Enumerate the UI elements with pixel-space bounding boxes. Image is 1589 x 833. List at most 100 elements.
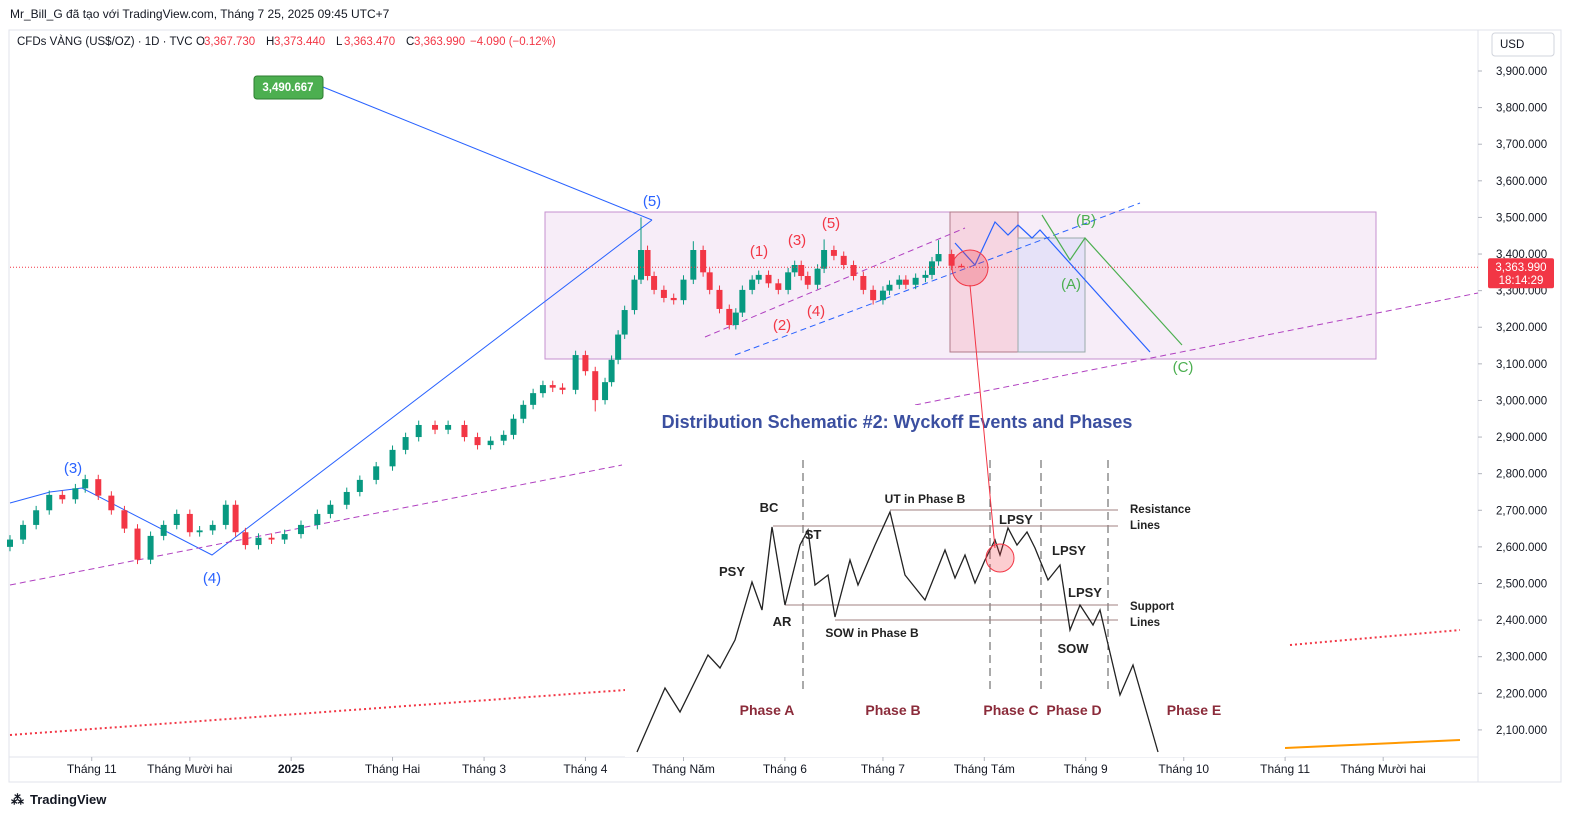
note-connector [322,86,653,221]
zone-box [1017,237,1086,353]
event-label: SOW in Phase B [825,626,919,640]
ohlc-key: L [336,36,343,48]
currency[interactable]: USD [1500,39,1524,51]
y-tick-label: 3,400.000 [1496,249,1547,261]
candle-body [631,279,638,311]
support-line [1289,629,1461,646]
x-tick-label: Tháng Mười hai [147,762,232,776]
candle-body [530,393,537,405]
y-tick-label: 2,600.000 [1496,542,1547,554]
y-tick-label: 2,700.000 [1496,505,1547,517]
currency-box[interactable] [1491,32,1555,57]
x-tick-label: Tháng 9 [1064,762,1108,776]
candle-body [356,479,363,492]
frame [8,29,1562,783]
y-tick-label: 2,200.000 [1496,688,1547,700]
phase-label: Phase C [983,702,1038,718]
candle-body [186,513,193,533]
y-tick-label: 3,900.000 [1496,66,1547,78]
candle-body [912,277,919,285]
y-tick-label: 3,300.000 [1496,286,1547,298]
candle-body [343,491,350,505]
y-tick-label: 2,500.000 [1496,578,1547,590]
candle-body [549,385,556,388]
logo-mark: ⁂ [11,792,24,807]
candle-body [474,437,481,446]
candle-body [33,510,40,525]
highlight-circle [951,249,989,287]
candle-body [121,510,128,529]
candle-body [20,524,27,540]
candle-body [134,528,141,560]
projection [954,220,1151,353]
overlay-title: Distribution Schematic #2: Wyckoff Event… [662,412,1133,432]
candle-body [775,283,782,290]
orange-line [1284,739,1461,749]
candle-body [621,310,628,335]
y-tick-label: 3,000.000 [1496,395,1547,407]
x-tick-label: Tháng Tám [954,762,1015,776]
x-tick-label: Tháng 4 [563,762,607,776]
candle-body [948,254,955,266]
wave-label: (1) [750,243,768,260]
candle-body [791,265,798,273]
candle-body [520,404,527,419]
ohlc-key: C [406,36,414,48]
candle-body [706,272,713,290]
candle-body [297,524,304,535]
candle-body [638,250,645,280]
price-note-label: 3,490.667 [262,82,313,94]
line-label: Lines [1130,520,1160,532]
footer-logo: TradingView [30,792,107,807]
candle-body [840,255,847,266]
candle-body [644,250,651,276]
candle-body [445,424,452,430]
price-schematic [636,510,1159,753]
candle-body [785,272,792,290]
y-tick-label: 2,300.000 [1496,652,1547,664]
symbol: CFDs VÀNG (US$/OZ) · 1D · TVC [17,35,193,48]
ohlc-value: 3,373.440 [274,36,325,48]
phase-label: Phase D [1046,702,1101,718]
price-note-box [253,75,324,100]
candle-body [173,513,180,525]
line-label: Resistance [1130,504,1191,516]
candle-body [700,250,707,273]
x-tick-label: Tháng 7 [861,762,905,776]
candle-body [539,385,546,394]
highlight-circle [985,543,1015,573]
wave-label: (5) [643,193,661,210]
candle-body [608,359,615,383]
phase-label: Phase B [865,702,920,718]
candle-body [726,308,733,326]
candle-body [373,466,380,480]
candle-body [7,539,13,547]
event-label: LPSY [1068,585,1102,600]
x-tick-label: Tháng 6 [763,762,807,776]
wave-label: (5) [822,215,840,232]
x-tick-label: Tháng Mười hai [1341,762,1426,776]
candle-body [879,290,886,301]
candle-body [680,279,687,301]
candle-body [765,274,772,284]
candle-body [592,371,599,401]
candle-body [209,524,216,531]
wave-label: (4) [203,570,221,587]
candle-body [814,268,821,285]
candle-body [732,312,739,326]
ohlc-value: 3,363.990 [414,36,465,48]
candle-body [902,279,909,285]
ohlc-key: H [266,36,274,48]
candle-body [615,334,622,360]
phase-label: Phase E [1167,702,1221,718]
candle-body [281,534,288,540]
candle-body [830,250,837,256]
candle-body [487,440,494,446]
candle-body [670,297,677,301]
event-label: LPSY [999,512,1033,527]
x-tick-label: 2025 [278,762,305,776]
channel-line [734,202,1141,356]
wave-label: (4) [807,303,825,320]
line-label: Support [1130,601,1174,613]
candle-body [739,289,746,313]
